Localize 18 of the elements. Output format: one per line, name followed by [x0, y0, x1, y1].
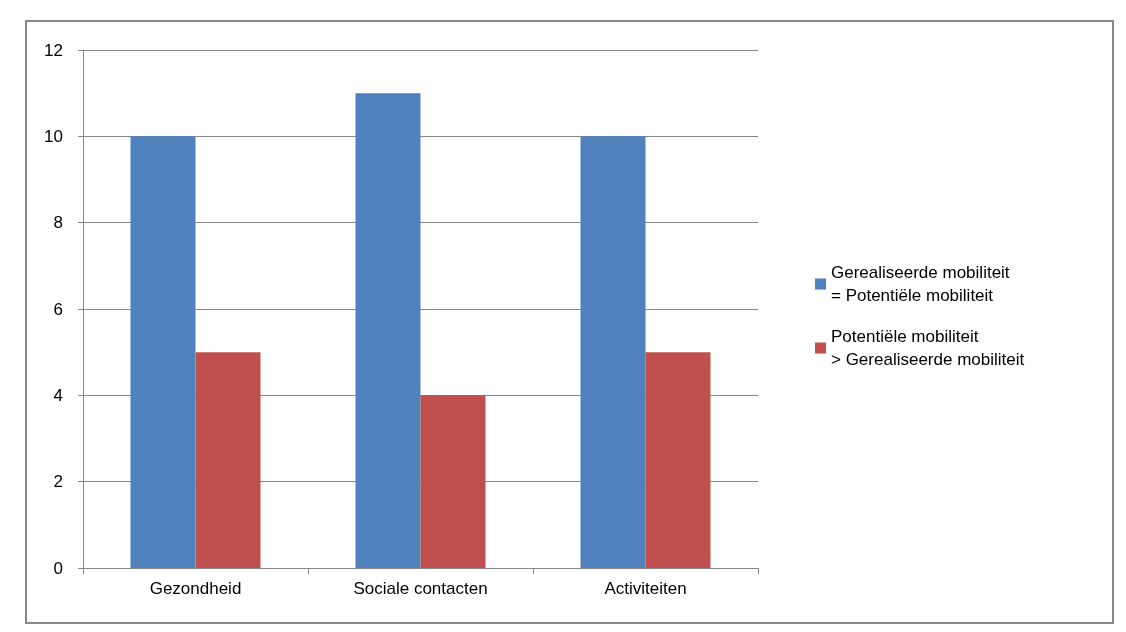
y-tick-label: 8 — [53, 213, 63, 233]
y-tick-label: 0 — [53, 558, 63, 578]
legend-label: Gerealiseerde mobiliteit = Potentiële mobiliteit — [831, 263, 1010, 305]
bar — [420, 395, 486, 568]
y-tick-label: 10 — [44, 126, 63, 146]
y-tick-label: 2 — [53, 472, 63, 492]
bar — [355, 93, 421, 568]
bar — [645, 352, 711, 568]
x-tick-label: Sociale contacten — [353, 579, 488, 598]
x-tick-label: Gezondheid — [149, 579, 242, 598]
y-tick-label: 12 — [44, 40, 63, 60]
bar — [195, 352, 261, 568]
bar — [130, 136, 196, 568]
x-tick-label: Activiteiten — [604, 579, 687, 598]
y-tick-label: 6 — [53, 299, 63, 319]
bar — [580, 136, 646, 568]
y-tick-label: 4 — [53, 385, 63, 405]
legend-label: Potentiële mobiliteit > Gerealiseerde mobiliteit — [831, 327, 1025, 369]
